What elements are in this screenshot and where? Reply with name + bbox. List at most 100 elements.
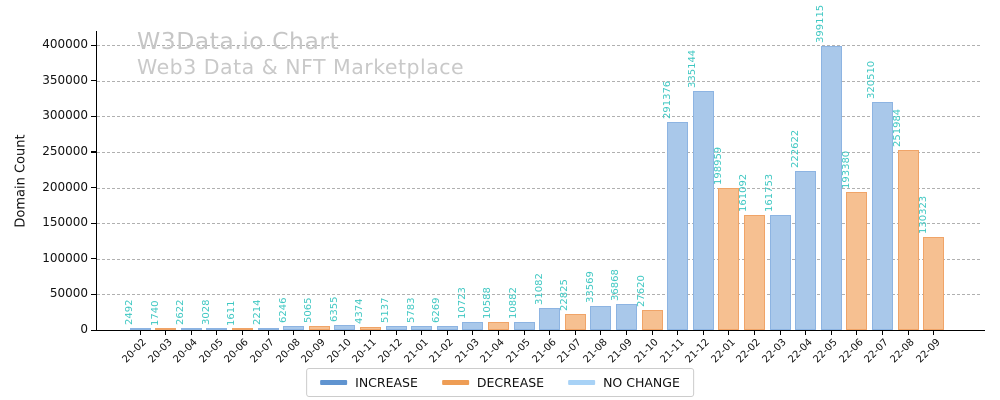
x-tick-label: 22-08 [888,337,917,366]
bar-21-12-increase [692,91,714,330]
bar-22-06-decrease [846,192,868,330]
legend-item-nochange: NO CHANGE [568,375,680,390]
x-tick-mark [549,331,551,335]
x-tick-mark [830,331,832,335]
bar-value-label: 6269 [431,297,443,323]
bar-22-07-increase [871,101,893,330]
bar-22-03-increase [769,214,791,330]
bar-21-09-increase [615,303,637,330]
x-tick-label: 22-02 [734,337,764,366]
x-tick-label: 22-05 [811,337,840,366]
bar-value-label: 320510 [866,60,878,99]
bar-20-08-increase [283,325,305,330]
y-tick-label: 300000 [42,108,88,123]
bar-value-label: 10588 [482,287,494,320]
x-tick-mark [421,331,423,335]
y-tick-label: 50000 [49,286,88,301]
bar-21-05-increase [513,322,535,330]
x-tick-mark [369,331,372,335]
y-tick-label: 350000 [42,72,88,87]
gridline-400000 [97,45,980,46]
gridline-350000 [97,80,980,82]
legend-label-increase: INCREASE [355,375,418,390]
bar-20-02-increase [129,328,151,330]
gridline-250000 [97,151,980,153]
x-tick-mark [523,331,525,335]
bar-value-label: 2214 [252,299,263,326]
x-tick-label: 22-04 [786,337,815,366]
bar-value-label: 27620 [636,275,647,308]
bar-20-12-increase [385,326,407,330]
bar-value-label: 2492 [124,299,135,326]
x-tick-mark [779,331,781,335]
bar-21-02-increase [436,325,458,330]
bar-20-05-increase [206,327,228,330]
bar-value-label: 31082 [533,273,545,305]
legend-swatch-increase [320,380,348,385]
gridline-100000 [97,258,980,260]
bar-21-03-increase [462,322,484,330]
x-tick-mark [702,331,704,335]
bar-value-label: 251984 [892,109,903,148]
gridline-300000 [97,116,980,118]
legend-swatch-nochange [568,380,596,385]
y-tick-label: 150000 [42,215,88,230]
gridline-150000 [97,223,980,225]
bar-21-10-decrease [641,310,663,330]
bar-value-label: 33569 [584,271,596,304]
x-axis-line [96,330,985,332]
bar-20-03-decrease [155,328,177,330]
x-tick-mark [216,331,218,335]
y-tick-label: 0 [80,322,88,336]
bar-22-08-decrease [897,150,919,330]
bar-value-label: 130323 [917,195,929,235]
x-tick-label: 20-03 [146,337,175,366]
bar-21-04-decrease [487,322,509,330]
x-tick-mark [446,331,448,335]
bar-value-label: 399115 [815,4,827,43]
bar-21-07-decrease [564,313,586,330]
x-tick-label: 22-01 [709,337,738,366]
legend-item-increase: INCREASE [320,375,418,390]
x-tick-label: 20-05 [197,337,226,366]
x-tick-mark [625,331,628,335]
bar-value-label: 161753 [764,173,775,212]
x-tick-mark [165,331,167,335]
bar-20-09-decrease [308,326,330,330]
x-tick-label: 20-04 [171,337,200,366]
bar-value-label: 6355 [328,297,340,323]
gridline-50000 [97,294,980,296]
x-tick-label: 20-06 [222,337,252,366]
bar-20-04-increase [180,328,202,330]
bar-22-01-decrease [718,188,740,330]
bar-21-06-increase [539,307,561,330]
x-tick-label: 20-02 [120,337,149,366]
gridline-200000 [97,187,980,189]
x-tick-mark [293,331,295,335]
bar-value-label: 222622 [789,130,801,169]
legend-item-decrease: DECREASE [441,375,544,390]
x-tick-label: 22-09 [914,337,943,366]
bar-20-10-increase [334,325,356,330]
y-axis-title: Domain Count [13,134,29,228]
x-tick-mark [753,331,756,335]
bar-value-label: 5137 [380,297,391,324]
bar-value-label: 335144 [687,50,699,89]
x-tick-mark [600,331,602,335]
bar-value-label: 10882 [508,287,519,320]
x-tick-mark [139,331,141,335]
bar-21-08-increase [590,306,612,330]
bar-value-label: 198959 [712,147,724,186]
x-tick-label: 20-07 [248,337,277,366]
bar-value-label: 3028 [200,299,212,325]
bar-value-label: 1740 [149,300,161,326]
x-tick-mark [805,331,807,335]
x-tick-mark [856,331,858,335]
bar-value-label: 193380 [840,151,852,190]
x-tick-mark [472,331,474,335]
bar-value-label: 10723 [456,287,468,320]
x-tick-mark [651,331,653,335]
x-tick-label: 22-07 [862,337,892,366]
legend: INCREASE DECREASE NO CHANGE [306,368,694,397]
x-tick-mark [318,331,320,335]
